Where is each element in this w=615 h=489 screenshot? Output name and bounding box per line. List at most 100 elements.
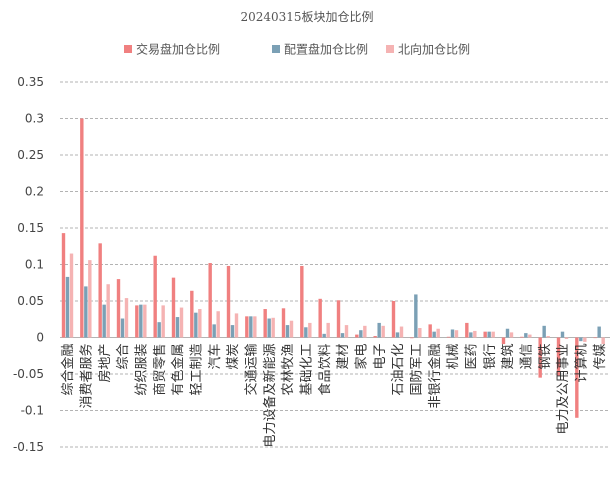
x-tick-label-5: 商贸零售 [152, 344, 168, 396]
legend-label-1: 配置盘加仓比例 [284, 42, 368, 57]
bar-series0-3 [116, 279, 121, 338]
bar-series2-0 [69, 253, 74, 338]
y-tick-label-10: 0.35 [17, 75, 44, 89]
bar-series1-5 [157, 322, 161, 338]
bar-series2-16 [363, 325, 367, 338]
bar-series1-9 [230, 325, 235, 338]
x-tick-label-8: 汽车 [207, 344, 223, 370]
bar-series2-27 [564, 337, 569, 339]
bar-series0-10 [245, 316, 249, 338]
bar-series0-18 [391, 301, 396, 338]
bar-series1-4 [139, 304, 143, 338]
x-tick-label-9: 煤炭 [226, 344, 241, 370]
bar-series0-17 [373, 336, 377, 338]
bar-series0-22 [465, 322, 469, 338]
bar-series1-17 [377, 322, 381, 338]
bar-series0-26 [538, 337, 542, 378]
bar-series2-3 [124, 298, 129, 338]
y-tick-label-4: 0.05 [17, 294, 44, 308]
bar-series1-18 [395, 332, 400, 338]
bar-series1-23 [487, 331, 491, 338]
bar-series2-24 [509, 332, 514, 338]
bar-series1-20 [432, 331, 436, 338]
bar-series2-14 [326, 322, 330, 338]
bar-series0-24 [501, 337, 506, 345]
bar-series1-0 [65, 276, 70, 338]
bar-series1-6 [175, 317, 180, 338]
x-tick-label-14: 食品饮料 [317, 344, 333, 396]
bar-series2-10 [253, 316, 257, 338]
bar-series1-11 [267, 318, 271, 338]
x-tick-label-10: 交通运输 [244, 344, 260, 396]
bar-series2-25 [528, 334, 532, 338]
x-tick-label-23: 银行 [483, 344, 498, 370]
bar-series1-24 [505, 328, 510, 338]
y-tick-label-2: -0.05 [13, 367, 44, 381]
bar-series2-18 [399, 326, 404, 338]
x-tick-label-11: 电力设备及新能源 [262, 344, 278, 448]
y-tick-label-8: 0.25 [17, 148, 44, 162]
bar-series1-19 [414, 294, 418, 338]
bar-series2-13 [308, 322, 312, 338]
x-tick-label-28: 计算机 [575, 344, 590, 383]
x-tick-label-21: 机械 [446, 344, 461, 370]
legend-swatch-1 [272, 45, 280, 53]
x-tick-label-18: 石油石化 [391, 344, 406, 396]
y-tick-label-7: 0.2 [25, 185, 44, 199]
x-tick-label-19: 国防军工 [409, 344, 425, 396]
bar-series1-12 [285, 325, 290, 338]
x-tick-label-1: 消费者服务 [79, 344, 95, 409]
bar-series1-26 [542, 325, 546, 338]
legend-label-2: 北向加仓比例 [398, 42, 470, 57]
bar-series0-20 [428, 324, 432, 338]
bar-series1-29 [597, 326, 601, 338]
x-tick-label-16: 家电 [354, 344, 370, 370]
bar-series1-8 [212, 324, 216, 338]
bar-series2-4 [143, 304, 147, 338]
bar-series0-11 [263, 309, 267, 338]
bar-series2-15 [344, 325, 349, 338]
legend-swatch-2 [386, 45, 394, 53]
bar-series0-4 [135, 305, 139, 338]
x-tick-label-29: 传媒 [593, 344, 608, 370]
bar-series1-13 [304, 327, 308, 338]
bar-series2-8 [216, 311, 220, 338]
x-tick-label-22: 医药 [465, 344, 480, 370]
x-tick-label-12: 农林牧渔 [281, 344, 296, 396]
bar-series0-15 [336, 300, 341, 338]
x-tick-label-4: 纺织服装 [135, 344, 150, 396]
bar-series2-28 [583, 337, 587, 342]
bar-series0-27 [556, 337, 561, 376]
bar-series0-28 [575, 337, 579, 418]
bar-series0-9 [226, 265, 231, 338]
bar-series0-16 [355, 334, 359, 338]
y-axis-ticks: -0.15 -0.1 -0.05 0 0.05 0.1 0.15 0.2 0.25 0.3 0.35 [13, 75, 44, 454]
bar-series2-29 [601, 337, 605, 345]
bar-series2-21 [454, 330, 459, 338]
bar-series0-1 [80, 118, 84, 338]
bar-series2-20 [436, 328, 440, 338]
bar-series2-17 [381, 325, 385, 338]
bar-series0-6 [171, 277, 176, 338]
bar-series0-2 [98, 243, 102, 338]
bar-series1-21 [450, 329, 455, 338]
bar-series2-6 [179, 307, 184, 338]
gridlines [60, 81, 610, 448]
x-axis-ticks: 综合金融 消费者服务 房地产 综合 纺织服装 商贸零售 有色金属 轻工制造 汽车 煤炭 交通运输 电力… [60, 344, 608, 448]
bar-series1-7 [194, 312, 198, 338]
x-tick-label-25: 通信 [520, 344, 535, 370]
bar-series0-5 [153, 255, 157, 338]
bar-series1-22 [469, 332, 473, 338]
bar-series0-21 [446, 336, 451, 338]
bar-series0-0 [61, 233, 66, 338]
bar-series1-16 [359, 330, 363, 338]
bar-series0-14 [318, 298, 322, 338]
bar-series2-2 [106, 284, 110, 338]
x-tick-label-2: 房地产 [97, 344, 113, 383]
y-tick-label-5: 0.1 [25, 258, 44, 272]
x-tick-label-24: 建筑 [500, 344, 516, 370]
bar-series0-23 [483, 331, 487, 338]
x-tick-label-0: 综合金融 [60, 344, 76, 396]
bar-series2-7 [198, 309, 202, 338]
